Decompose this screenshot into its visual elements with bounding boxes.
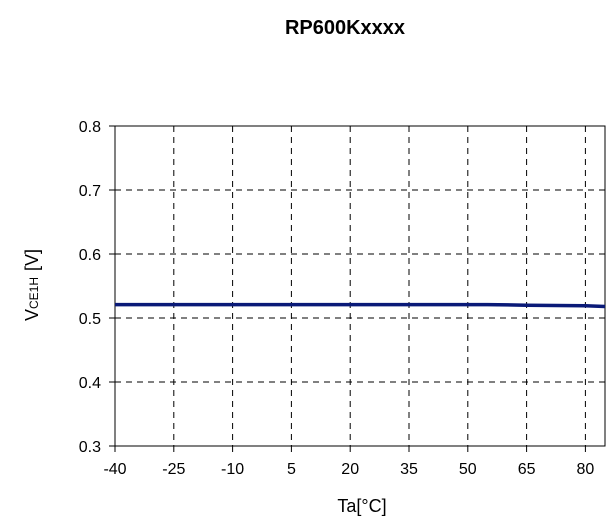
x-tick-label: -40 bbox=[103, 461, 126, 478]
x-axis-ticks: -40 -25 -10 5 20 35 50 65 80 bbox=[103, 446, 594, 478]
y-tick-label: 0.3 bbox=[79, 439, 101, 456]
x-axis-label: Ta[°C] bbox=[337, 496, 386, 516]
y-axis-label-main: V bbox=[22, 309, 42, 321]
y-axis-label: VCE1H [V] bbox=[22, 249, 42, 321]
x-tick-label: 20 bbox=[341, 461, 359, 478]
x-tick-label: -10 bbox=[221, 461, 244, 478]
x-tick-label: 65 bbox=[518, 461, 536, 478]
series-layer bbox=[115, 302, 606, 309]
y-tick-label: 0.4 bbox=[79, 375, 101, 392]
y-tick-label: 0.5 bbox=[79, 311, 101, 328]
x-tick-label: 50 bbox=[459, 461, 477, 478]
chart-title: RP600Kxxxx bbox=[285, 17, 405, 39]
x-tick-label: 35 bbox=[400, 461, 418, 478]
plot-area-frame bbox=[114, 125, 606, 447]
y-tick-label: 0.8 bbox=[79, 119, 101, 136]
x-tick-label: 80 bbox=[577, 461, 595, 478]
y-tick-label: 0.7 bbox=[79, 183, 101, 200]
grid-layer bbox=[115, 126, 605, 446]
x-tick-label: 5 bbox=[287, 461, 296, 478]
series-line bbox=[115, 302, 606, 309]
y-axis-label-subscript: CE1H bbox=[27, 277, 41, 309]
y-axis-ticks: 0.3 0.4 0.5 0.6 0.7 0.8 bbox=[79, 119, 115, 456]
svg-text:VCE1H[V]: VCE1H [V] bbox=[22, 249, 42, 321]
y-axis-label-unit: [V] bbox=[22, 249, 42, 271]
x-tick-label: -25 bbox=[162, 461, 185, 478]
y-tick-label: 0.6 bbox=[79, 247, 101, 264]
